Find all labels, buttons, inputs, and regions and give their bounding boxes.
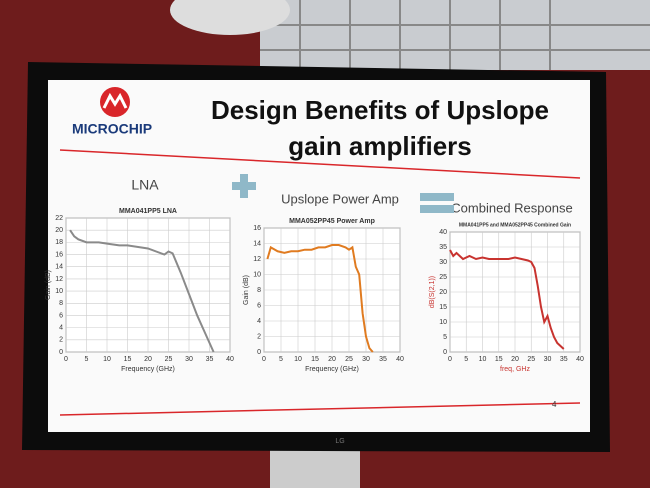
y-tick-label: 14 [55,264,63,271]
x-tick-label: 40 [396,356,404,363]
y-tick-label: 2 [59,337,63,344]
y-tick-label: 10 [55,288,63,295]
equals-icon [420,205,454,213]
x-tick-label: 25 [165,356,173,363]
x-tick-label: 40 [226,356,234,363]
x-tick-label: 20 [511,356,519,363]
lamp [170,0,290,35]
line [266,244,374,353]
y-tick-label: 35 [439,244,447,251]
heading: Upslope Power Amp [281,191,399,206]
x-tick-label: 25 [345,356,353,363]
y-tick-label: 0 [59,349,63,356]
y-tick-label: 14 [253,240,261,247]
x-tick-label: 5 [85,356,89,363]
x-tick-label: 10 [479,356,487,363]
y-axis-label: Gain (dB) [45,270,52,300]
x-tick-label: 35 [560,356,568,363]
y-axis-label: dB(S(2,1)) [429,276,436,308]
x-tick-label: 5 [464,356,468,363]
y-tick-label: 5 [443,334,447,341]
y-tick-label: 4 [59,324,63,331]
x-tick-label: 30 [185,356,193,363]
x-tick-label: 15 [124,356,132,363]
y-tick-label: 0 [443,349,447,356]
divider [59,402,581,416]
slide-title: gain amplifiers [288,131,472,161]
y-tick-label: 16 [55,251,63,258]
tv-brand: LG [335,438,344,445]
y-tick-label: 18 [55,239,63,246]
y-tick-label: 22 [55,215,63,222]
x-tick-label: 5 [279,356,283,363]
x-axis-label: freq, GHz [500,366,530,373]
y-tick-label: 12 [55,276,63,283]
plus-icon [232,174,256,198]
x-tick-label: 0 [448,356,452,363]
x-tick-label: 35 [379,356,387,363]
x-tick-label: 25 [527,356,535,363]
slide-title: Design Benefits of Upslope [211,95,549,125]
logo-m [102,92,128,109]
heading: Combined Response [451,200,572,215]
x-tick-label: 20 [144,356,152,363]
windows [260,0,650,70]
y-tick-label: 16 [253,225,261,232]
x-tick-label: 35 [206,356,214,363]
heading: LNA [131,177,159,193]
page-number: 4 [552,400,557,409]
y-tick-label: 40 [439,229,447,236]
y-tick-label: 10 [253,271,261,278]
x-tick-label: 30 [544,356,552,363]
x-tick-label: 0 [262,356,266,363]
divider [59,149,581,179]
y-tick-label: 15 [439,304,447,311]
y-tick-label: 20 [439,289,447,296]
window-frames [260,0,650,70]
x-axis-label: Frequency (GHz) [305,366,359,373]
chart-title: MMA041PP5 LNA [119,208,177,215]
y-tick-label: 20 [55,227,63,234]
y-tick-label: 4 [257,318,261,325]
x-tick-label: 15 [311,356,319,363]
y-tick-label: 8 [59,300,63,307]
x-tick-label: 0 [64,356,68,363]
x-tick-label: 10 [103,356,111,363]
equals-icon [420,193,454,201]
x-tick-label: 20 [328,356,336,363]
y-tick-label: 12 [253,256,261,263]
line [69,229,215,353]
y-tick-label: 25 [439,274,447,281]
y-axis-label: Gain (dB) [243,275,250,305]
brand: MICROCHIP [72,121,152,137]
y-tick-label: 6 [59,312,63,319]
x-tick-label: 10 [294,356,302,363]
chart-title: MMA052PP45 Power Amp [289,218,375,225]
y-tick-label: 10 [439,319,447,326]
y-tick-label: 6 [257,302,261,309]
y-tick-label: 30 [439,259,447,266]
x-axis-label: Frequency (GHz) [121,366,175,373]
line [449,249,565,350]
x-tick-label: 30 [362,356,370,363]
x-tick-label: 15 [495,356,503,363]
chart-title: MMA041PP5 and MMA052PP45 Combined Gain [459,222,571,228]
y-tick-label: 2 [257,333,261,340]
y-tick-label: 0 [257,349,261,356]
x-tick-label: 40 [576,356,584,363]
y-tick-label: 8 [257,287,261,294]
